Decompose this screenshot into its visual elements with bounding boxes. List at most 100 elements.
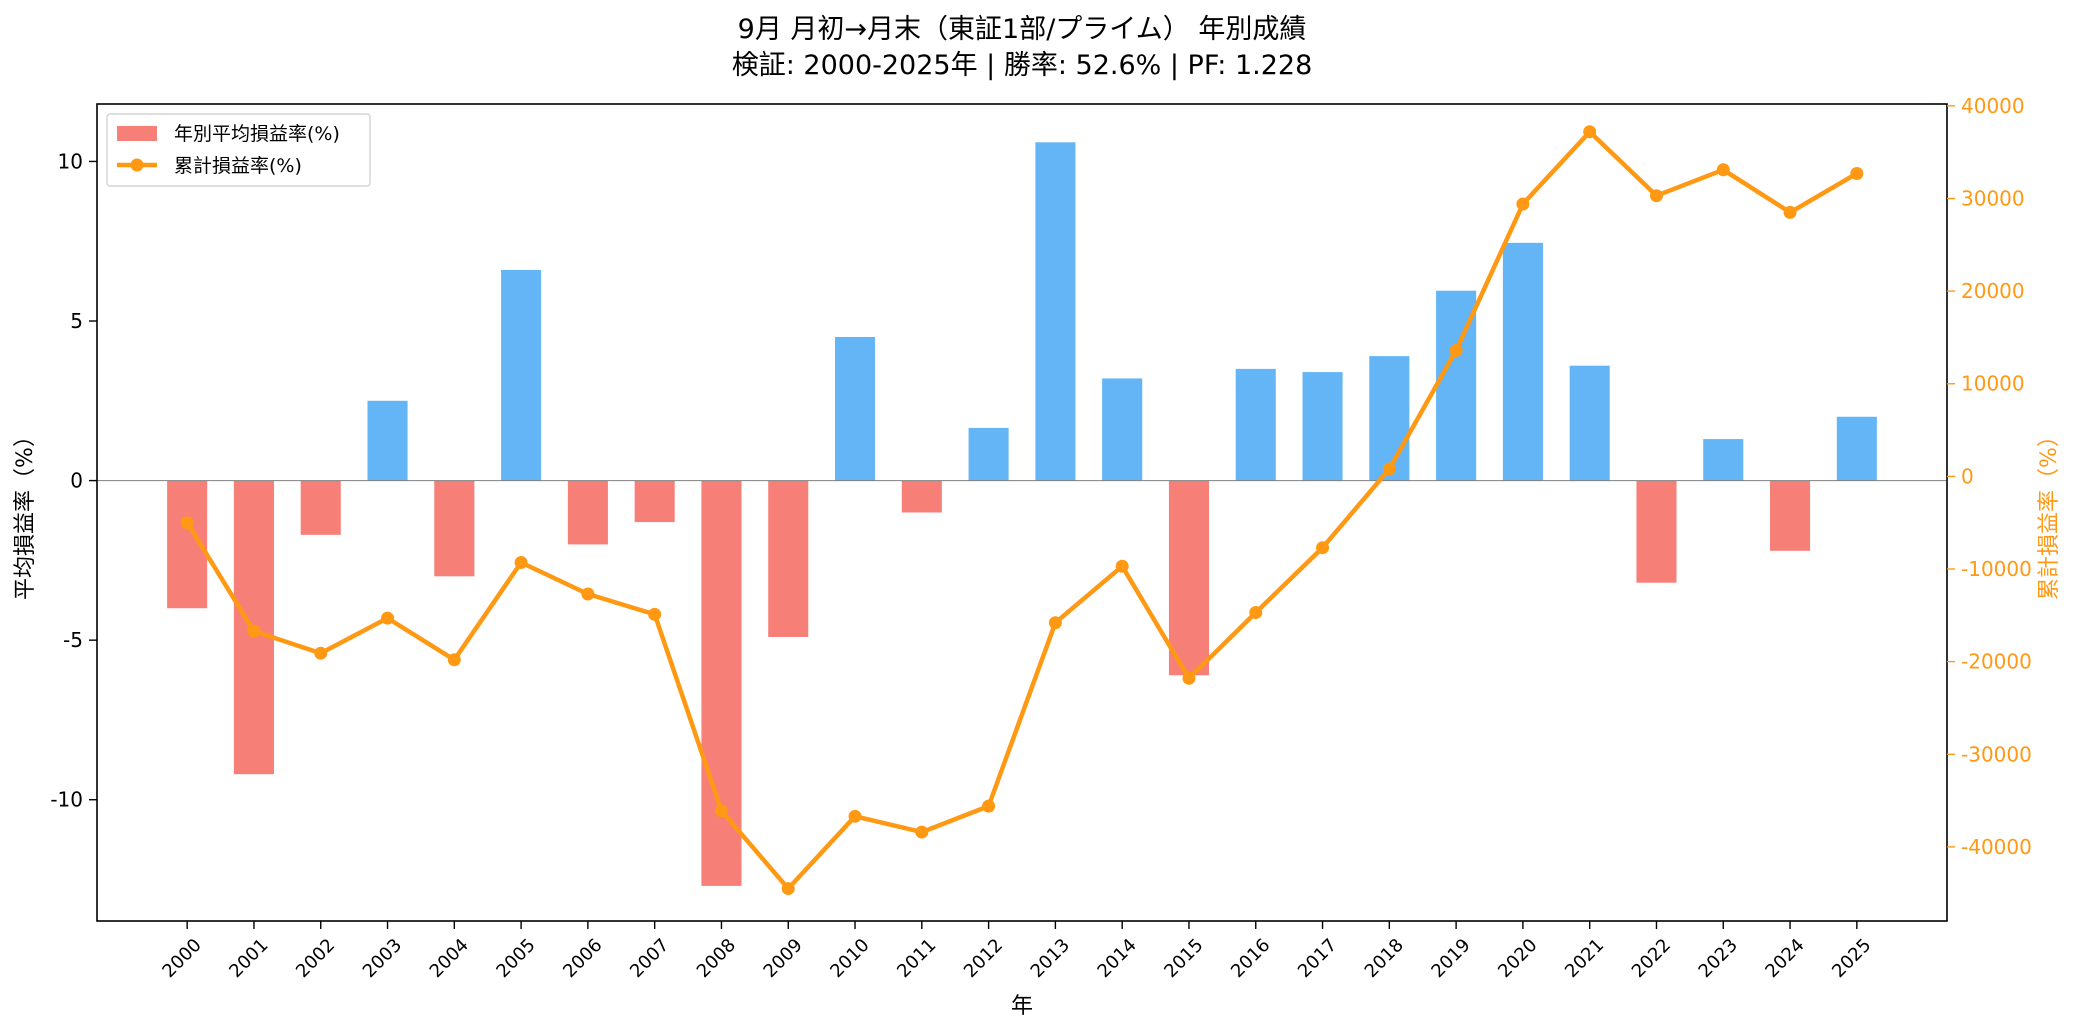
x-tick-label: 2012: [960, 935, 1007, 982]
legend-bar-label: 年別平均損益率(%): [174, 123, 340, 145]
point-2021: [1583, 125, 1597, 139]
bar-2012: [968, 427, 1009, 481]
x-tick-label: 2019: [1427, 935, 1474, 982]
point-2004: [447, 653, 461, 667]
bar-2005: [501, 269, 542, 481]
point-2022: [1649, 189, 1663, 203]
legend-box: [106, 113, 371, 187]
bar-2014: [1102, 378, 1143, 481]
bar-series: [167, 142, 1877, 886]
point-2001: [247, 624, 261, 638]
right-tick-label: 0: [1961, 464, 1974, 488]
x-tick-label: 2003: [359, 935, 406, 982]
right-tick-label: 10000: [1961, 372, 2025, 396]
cumulative-line: [185, 129, 1858, 891]
bar-2020: [1502, 242, 1543, 481]
x-tick-label: 2006: [559, 935, 606, 982]
point-2009: [781, 882, 795, 896]
bar-2017: [1302, 372, 1343, 481]
bar-2016: [1235, 368, 1276, 481]
x-tick-label: 2008: [693, 935, 740, 982]
x-tick-label: 2001: [225, 935, 272, 982]
point-2015: [1182, 671, 1196, 685]
point-2006: [581, 587, 595, 601]
point-2011: [915, 825, 929, 839]
x-tick-label: 2011: [893, 935, 940, 982]
x-axis: 2000 2001 2002 2003 2004 2005 2006 2007 2008 2009…: [159, 921, 1875, 982]
x-tick-label: 2000: [159, 935, 206, 982]
bar-2022: [1636, 480, 1677, 583]
left-y-axis: 10 5 0 -5 -10: [50, 149, 97, 812]
point-2005: [514, 556, 528, 570]
x-tick-label: 2025: [1828, 935, 1875, 982]
legend-line-marker: [130, 158, 144, 172]
right-tick-label: 30000: [1961, 186, 2025, 210]
bar-2024: [1770, 480, 1811, 551]
x-tick-label: 2016: [1227, 935, 1274, 982]
x-tick-label: 2018: [1361, 935, 1408, 982]
point-2023: [1716, 163, 1730, 177]
point-2007: [648, 607, 662, 621]
x-tick-label: 2020: [1494, 935, 1541, 982]
point-2024: [1783, 205, 1797, 219]
point-2013: [1048, 616, 1062, 630]
left-tick-label: -10: [50, 788, 83, 812]
legend: 年別平均損益率(%) 累計損益率(%): [106, 113, 371, 187]
right-tick-label: -40000: [1961, 835, 2032, 859]
bar-2002: [300, 480, 341, 535]
right-tick-label: -30000: [1961, 742, 2032, 766]
chart-title: 9月 月初→月末（東証1部/プライム） 年別成績: [738, 14, 1307, 45]
line-series: [180, 125, 1864, 896]
left-tick-label: -5: [63, 628, 83, 652]
x-tick-label: 2004: [426, 935, 473, 982]
right-tick-label: -20000: [1961, 650, 2032, 674]
point-2002: [314, 646, 328, 660]
bar-2009: [768, 480, 809, 637]
bar-2011: [901, 480, 942, 513]
x-tick-label: 2024: [1761, 935, 1808, 982]
bar-2004: [434, 480, 475, 577]
right-tick-label: 40000: [1961, 94, 2025, 118]
left-y-axis-label: 平均損益率（%）: [13, 425, 38, 600]
x-tick-label: 2014: [1094, 935, 1141, 982]
point-2018: [1382, 462, 1396, 476]
x-tick-label: 2005: [492, 935, 539, 982]
right-y-axis-label: 累計損益率（%）: [2037, 425, 2062, 600]
right-y-axis: 40000 30000 20000 10000 0 -10000 -20000 -30000 -…: [1947, 94, 2032, 859]
x-tick-label: 2022: [1628, 935, 1675, 982]
left-tick-label: 0: [70, 469, 83, 493]
bar-2013: [1035, 142, 1076, 481]
x-tick-label: 2013: [1027, 935, 1074, 982]
bar-2025: [1836, 416, 1877, 481]
point-2016: [1249, 606, 1263, 620]
legend-line-label: 累計損益率(%): [174, 155, 302, 177]
bar-2006: [567, 480, 608, 545]
point-2019: [1449, 343, 1463, 357]
bar-2023: [1703, 439, 1744, 481]
point-2025: [1850, 166, 1864, 180]
point-2008: [714, 804, 728, 818]
right-tick-label: -10000: [1961, 557, 2032, 581]
left-tick-label: 5: [70, 309, 83, 333]
x-tick-label: 2009: [760, 935, 807, 982]
x-tick-label: 2002: [292, 935, 339, 982]
point-2010: [848, 809, 862, 823]
x-tick-label: 2007: [626, 935, 673, 982]
point-2003: [381, 611, 395, 625]
point-2014: [1115, 559, 1129, 573]
x-tick-label: 2021: [1561, 935, 1608, 982]
point-2017: [1316, 541, 1330, 555]
bar-2007: [634, 480, 675, 523]
bar-2010: [834, 336, 876, 481]
point-2012: [982, 799, 996, 813]
bar-2015: [1168, 480, 1210, 676]
point-2020: [1516, 197, 1530, 211]
x-tick-label: 2010: [826, 935, 873, 982]
bar-2003: [367, 400, 408, 481]
point-2000: [180, 516, 194, 530]
bar-2008: [701, 480, 742, 886]
x-tick-label: 2023: [1695, 935, 1742, 982]
legend-bar-swatch: [117, 126, 157, 141]
